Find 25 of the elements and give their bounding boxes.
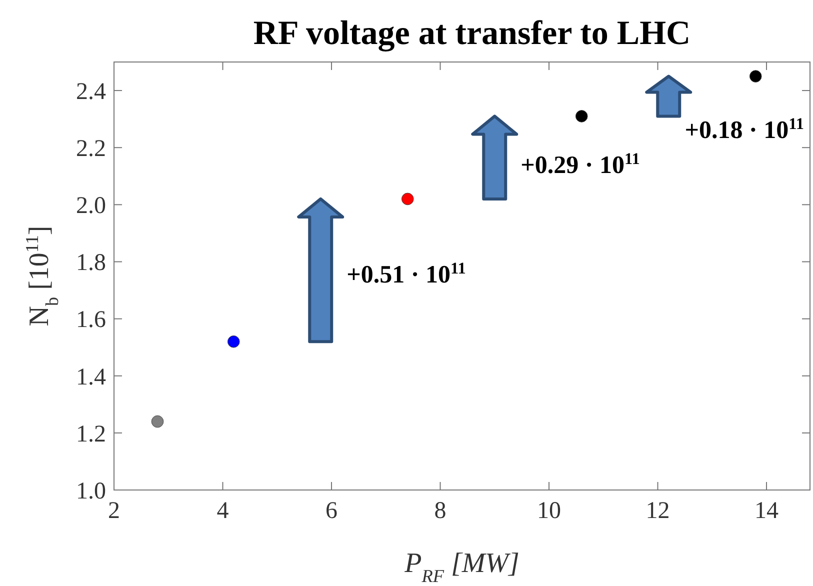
x-tick-label: 12 xyxy=(646,498,670,524)
annotation: +0.18 · 10$^{11}$ xyxy=(684,115,804,144)
y-tick-label: 2.0 xyxy=(76,193,106,220)
point xyxy=(227,335,240,348)
chart-title: RF voltage at transfer to LHC xyxy=(253,15,691,52)
x-tick-label: 10 xyxy=(537,498,561,524)
y-tick-label: 1.8 xyxy=(76,250,106,276)
y-tick-label: 1.0 xyxy=(76,478,106,504)
x-tick-label: 8 xyxy=(434,498,446,524)
y-tick-label: 2.2 xyxy=(76,136,106,162)
y-tick-label: 1.2 xyxy=(76,421,106,448)
annotation: +0.51 · 10$^{11}$ xyxy=(346,259,466,288)
x-tick-label: 2 xyxy=(108,498,120,524)
y-tick-label: 1.4 xyxy=(76,364,106,390)
y-tick-label: 1.6 xyxy=(76,307,106,334)
point xyxy=(749,70,762,82)
x-tick-label: 4 xyxy=(216,498,229,524)
x-axis-title: P$_{RF}$ [MW] xyxy=(404,548,520,586)
x-tick-label: 14 xyxy=(754,498,778,524)
annotation: +0.29 · 10$^{11}$ xyxy=(520,150,640,179)
x-tick-label: 6 xyxy=(326,498,338,524)
y-tick-label: 2.4 xyxy=(76,78,106,105)
point xyxy=(401,192,414,206)
point xyxy=(575,110,588,122)
point xyxy=(151,415,164,428)
